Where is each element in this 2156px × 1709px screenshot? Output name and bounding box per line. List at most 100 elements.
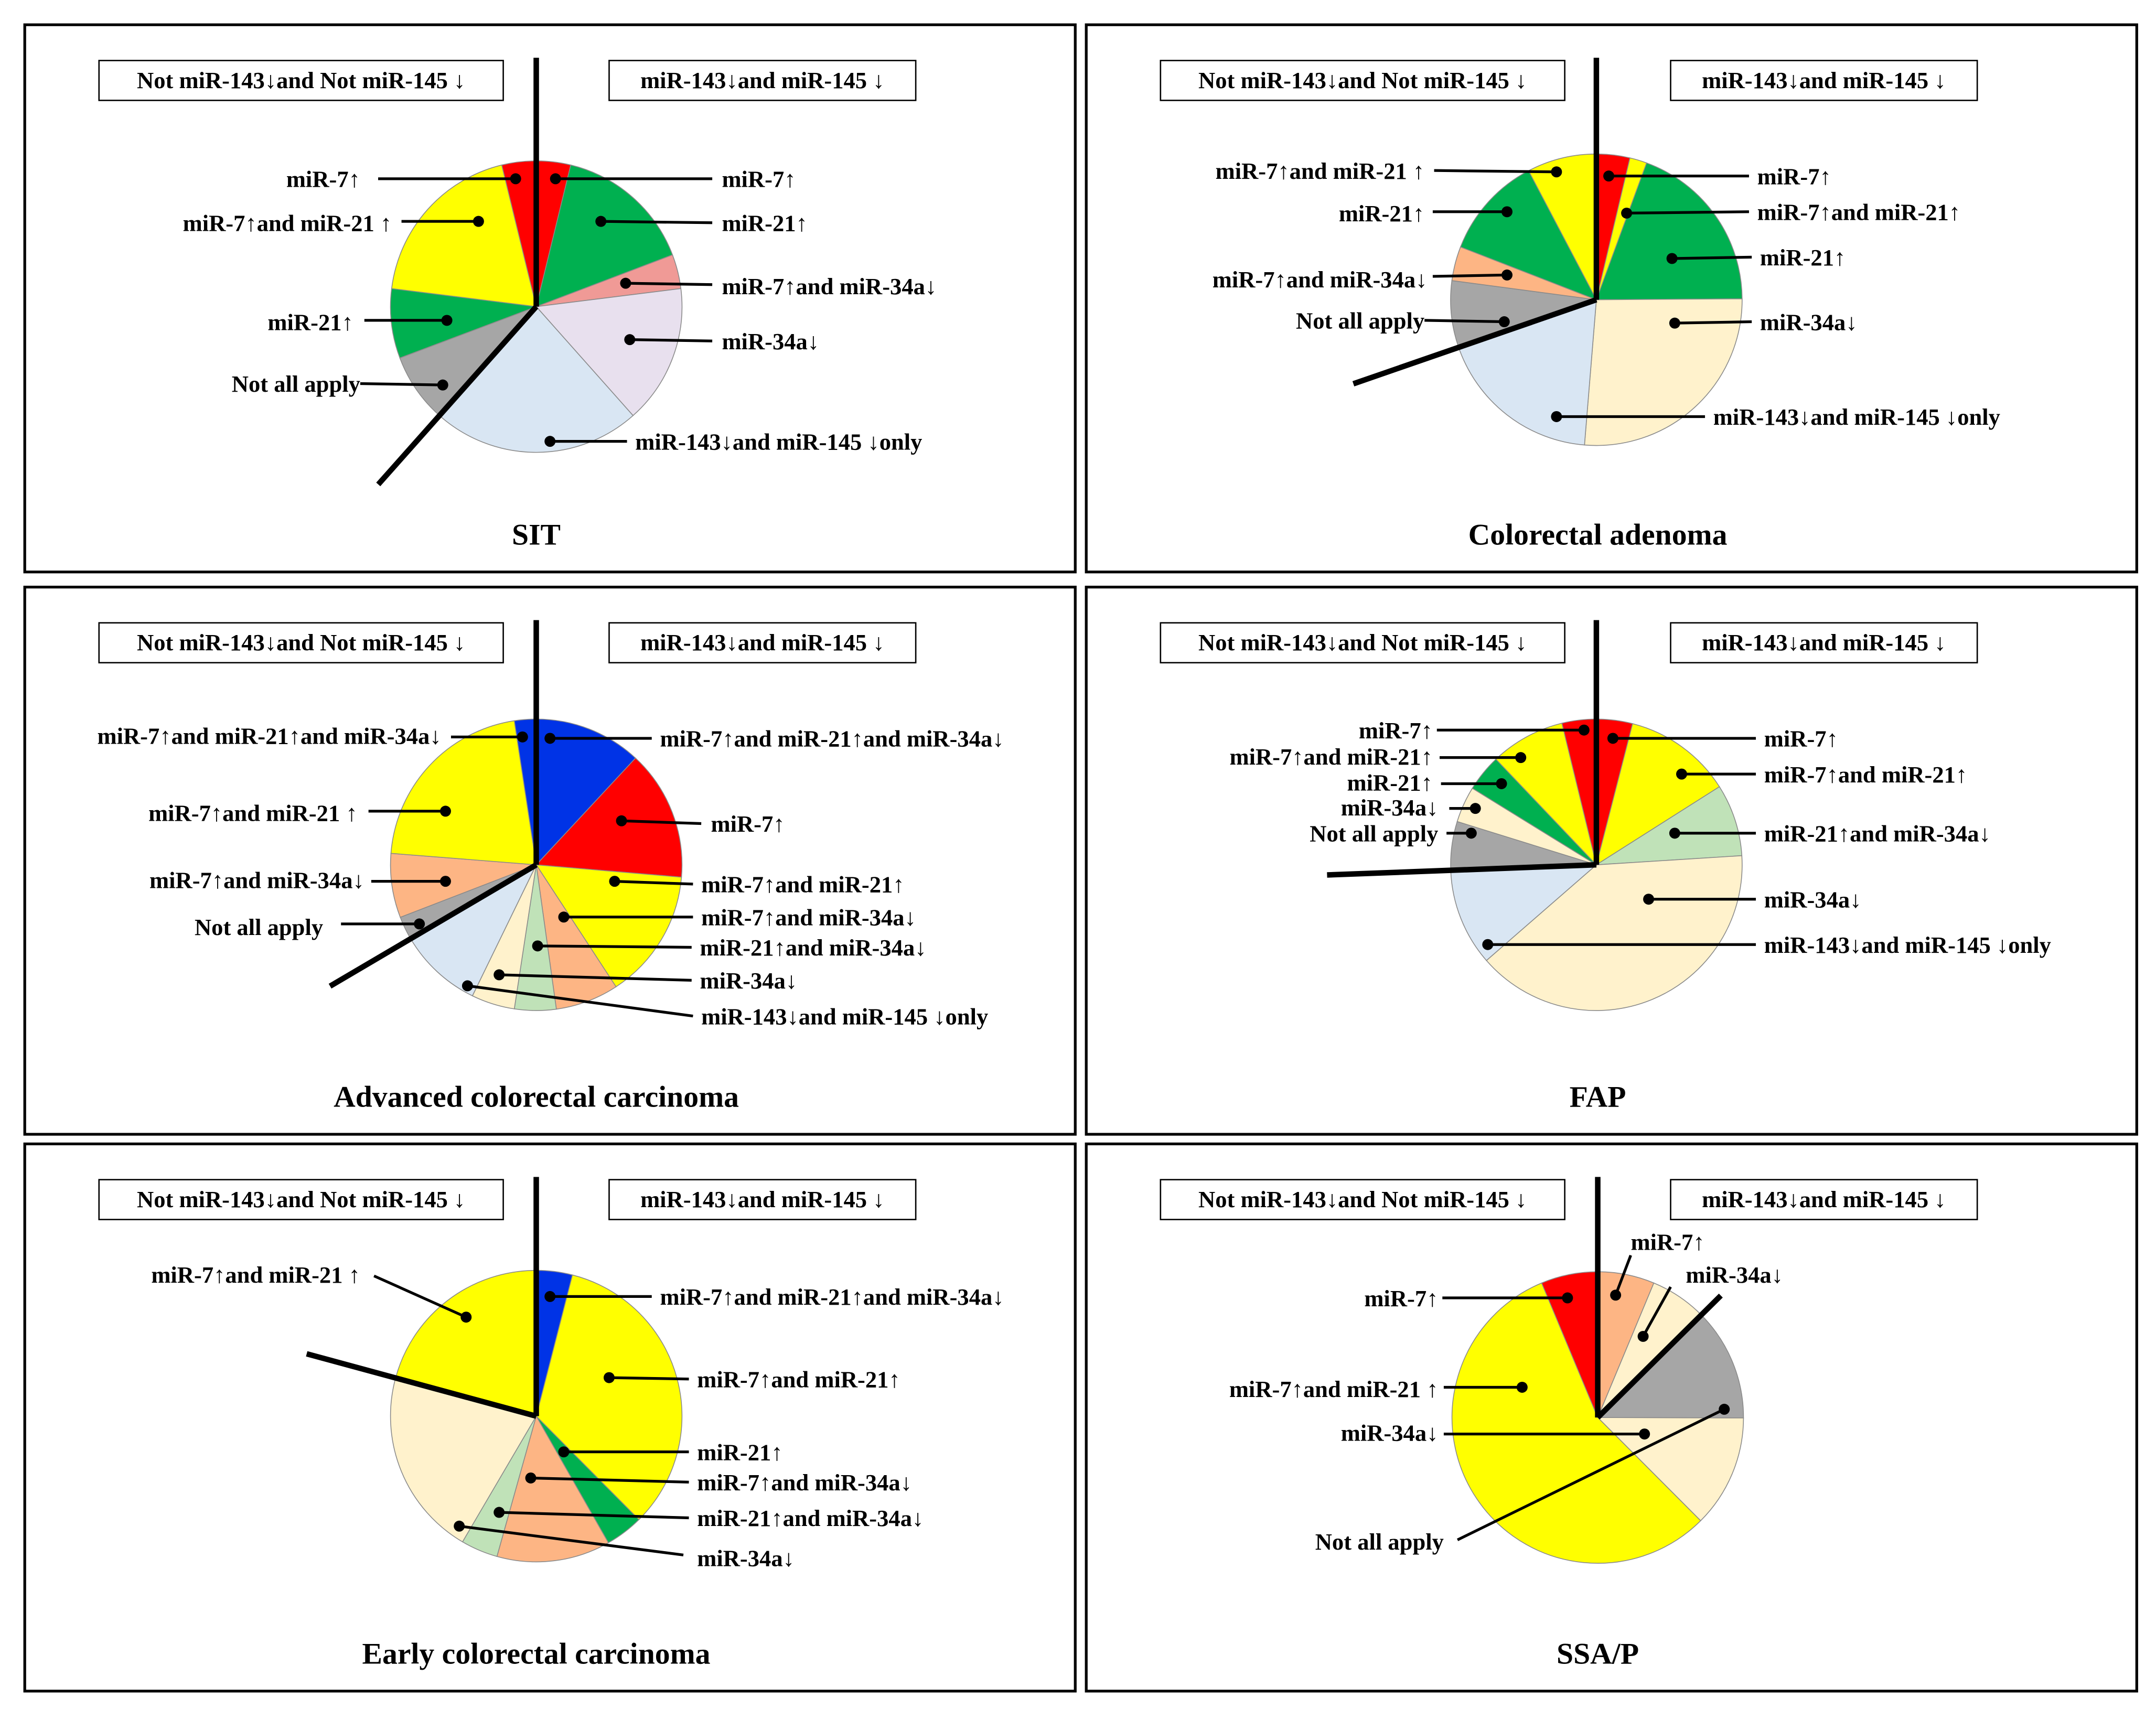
divider-group-boundary <box>328 862 538 989</box>
pie-slice-right-mir-34a <box>1486 855 1743 1011</box>
leader-line <box>1626 210 1749 215</box>
slice-label-not-all-apply: Not all apply <box>195 914 323 940</box>
pie-slice-left-mir-7-and-mir-21 <box>395 1270 537 1417</box>
pie-slice-right-mir-34a <box>535 288 683 416</box>
slice-label-not-all-apply: Not all apply <box>1310 821 1438 847</box>
leader-dot <box>460 1312 472 1323</box>
chart-title: Colorectal adenoma <box>1468 518 1728 551</box>
leader-line <box>499 1511 689 1520</box>
pie-panel-sit: Not miR-143↓and Not miR-145 ↓ miR-143↓and… <box>23 23 1077 574</box>
leader-line <box>467 984 693 1018</box>
slice-label-mir-7-and-mir-21: miR-7↑and miR-21↑ <box>1764 761 1967 788</box>
slice-label-mir-21: miR-21↑ <box>697 1439 782 1465</box>
slice-label-mir-34a: miR-34a↓ <box>1341 794 1439 821</box>
leader-dot <box>1578 724 1590 736</box>
leader-dot <box>1465 827 1477 839</box>
slice-label-mir-21: miR-21↑ <box>1347 770 1433 796</box>
group-label-left: Not miR-143↓and Not miR-145 ↓ <box>137 1186 465 1212</box>
leader-dot <box>1637 1330 1649 1342</box>
leader-dot <box>544 733 556 744</box>
leader-line <box>499 973 692 982</box>
leader-dot <box>1610 1289 1622 1301</box>
slice-label-mir-7-and-mir-21-and-mir-34a: miR-7↑and miR-21↑and miR-34a↓ <box>660 1284 1004 1310</box>
leader-dot <box>454 1520 465 1532</box>
leader-dot <box>1719 1403 1730 1415</box>
pie-slice-right-mir-21 <box>535 164 673 307</box>
pie-slice-right-mir-34a <box>1584 298 1743 446</box>
leader-dot <box>532 940 543 952</box>
leader-line <box>609 1376 689 1381</box>
pie-panel-ssa-p: Not miR-143↓and Not miR-145 ↓ miR-143↓and… <box>1085 1142 2138 1693</box>
leader-line <box>538 944 692 949</box>
slice-label-mir-7: miR-7↑ <box>1757 163 1831 189</box>
slice-label-mir-34a: miR-34a↓ <box>697 1545 795 1571</box>
group-box-left <box>1160 60 1565 101</box>
slice-label-mir-7-and-mir-21-and-mir-34a: miR-7↑and miR-21↑and miR-34a↓ <box>98 723 442 749</box>
slice-label-mir-7: miR-7↑ <box>722 166 796 192</box>
leader-dot <box>1607 733 1618 744</box>
group-box-right <box>608 60 917 101</box>
leader-line <box>621 819 702 825</box>
slice-label-mir-21: miR-21↑ <box>1760 244 1846 271</box>
leader-dot <box>517 731 528 743</box>
leader-dot <box>1501 206 1513 218</box>
leader-dot <box>510 173 521 185</box>
leader-line <box>600 220 713 224</box>
pie-slice-right-mir-143-and-mir-145-only <box>410 864 538 997</box>
slice-label-mir-7-and-mir-21-and-mir-34a: miR-7↑and miR-21↑and miR-34a↓ <box>660 726 1004 752</box>
leader-line <box>360 382 443 386</box>
leader-dot <box>544 1291 556 1302</box>
group-box-left <box>1160 622 1565 664</box>
leader-dot <box>1496 778 1507 789</box>
leader-dot <box>1498 316 1510 328</box>
slice-label-mir-7-and-mir-21: miR-7↑and miR-21 ↑ <box>1229 1376 1439 1402</box>
leader-dot <box>1551 166 1562 178</box>
leader-dot <box>624 334 636 346</box>
group-box-right <box>1670 60 1978 101</box>
slice-label-mir-7: miR-7↑ <box>1364 1285 1438 1312</box>
leader-dot <box>494 969 505 981</box>
pie-slice-right-mir-21-and-mir-34a <box>1596 786 1743 865</box>
slice-label-not-all-apply: Not all apply <box>232 371 360 397</box>
slice-label-mir-7: miR-7↑ <box>286 166 360 192</box>
chart-title: SIT <box>512 518 561 551</box>
slice-label-mir-7: miR-7↑ <box>1764 726 1838 752</box>
pie-slice-right-mir-7-and-mir-34a <box>496 1415 609 1563</box>
group-label-right: miR-143↓and miR-145 ↓ <box>1702 67 1946 93</box>
leader-line <box>629 338 713 342</box>
pie-slice-left-not-all-apply <box>1596 1314 1744 1418</box>
group-label-right: miR-143↓and miR-145 ↓ <box>640 67 884 93</box>
leader-line <box>373 1274 467 1319</box>
leader-dot <box>558 911 570 923</box>
leader-line <box>1642 1286 1672 1337</box>
leader-dot <box>439 876 451 887</box>
leader-dot <box>1501 269 1513 281</box>
pie-slice-right-mir-21 <box>1595 162 1743 300</box>
slice-label-mir-34a: miR-34a↓ <box>722 328 819 354</box>
leader-dot <box>544 436 556 447</box>
leader-dot <box>1669 317 1680 329</box>
group-box-left <box>98 60 504 101</box>
slice-label-mir-7: miR-7↑ <box>1631 1229 1704 1255</box>
leader-line <box>1675 320 1752 325</box>
chart-title: Early colorectal carcinoma <box>362 1637 711 1670</box>
leader-dot <box>1676 768 1687 780</box>
slice-label-mir-7: miR-7↑ <box>1359 717 1433 744</box>
slice-label-mir-34a: miR-34a↓ <box>1760 309 1858 335</box>
group-label-left: Not miR-143↓and Not miR-145 ↓ <box>137 67 465 93</box>
chart-title: FAP <box>1570 1081 1626 1114</box>
leader-line <box>614 880 693 886</box>
slice-label-mir-7-and-mir-21: miR-7↑and miR-21↑ <box>1757 199 1960 225</box>
pie-panel-advanced-colorectal-carcinoma: Not miR-143↓and Not miR-145 ↓ miR-143↓and… <box>23 585 1077 1136</box>
slice-label-mir-7-and-mir-21: miR-7↑and miR-21↑ <box>1229 744 1432 770</box>
leader-dot <box>595 216 607 227</box>
pie-panel-colorectal-adenoma: Not miR-143↓and Not miR-145 ↓ miR-143↓and… <box>1085 23 2138 574</box>
slice-label-mir-7-and-mir-34a: miR-7↑and miR-34a↓ <box>722 273 937 299</box>
leader-dot <box>441 315 453 326</box>
slice-label-not-all-apply: Not all apply <box>1296 308 1424 334</box>
slice-label-mir-21: miR-21↑ <box>1339 200 1424 227</box>
slice-label-mir-7-and-mir-21: miR-7↑and miR-21↑ <box>701 872 904 898</box>
leader-dot <box>1639 1428 1650 1440</box>
leader-dot <box>609 876 620 887</box>
group-box-left <box>98 1179 504 1220</box>
